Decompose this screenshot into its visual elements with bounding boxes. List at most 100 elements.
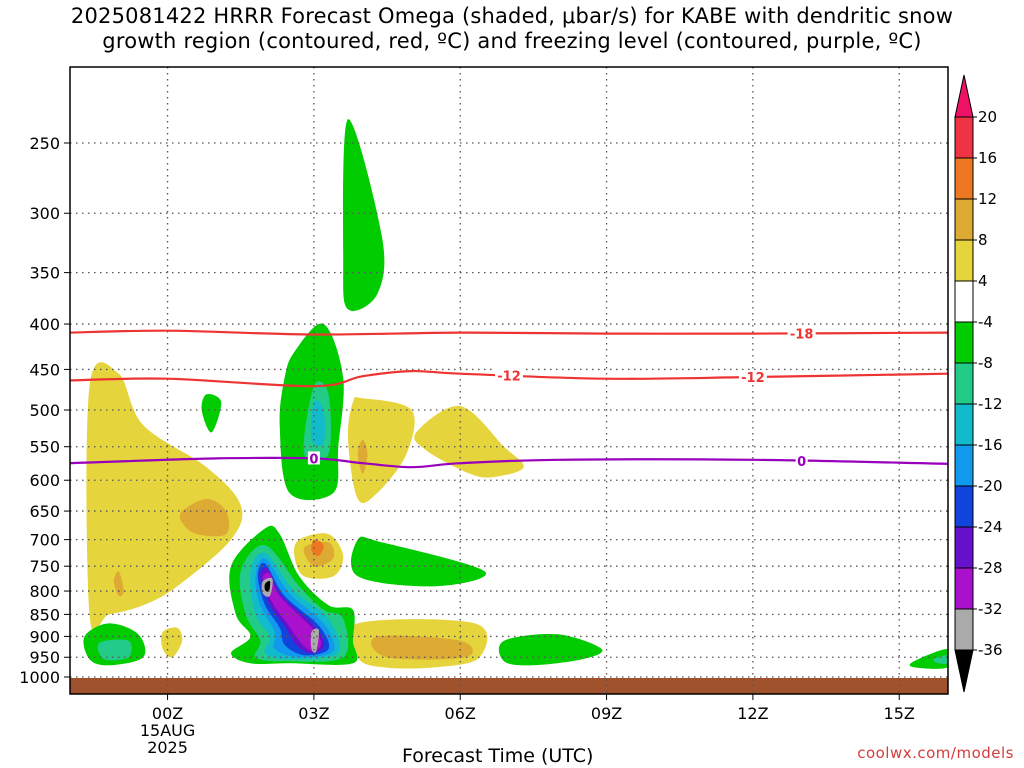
x-tick-label: 00Z — [152, 704, 183, 723]
y-tick-label: 750 — [29, 557, 60, 576]
colorbar-swatch — [954, 608, 974, 651]
x-tick-label: 06Z — [445, 704, 476, 723]
colorbar-label: -32 — [978, 600, 1003, 618]
omega-region — [179, 499, 230, 537]
colorbar-swatch — [954, 198, 974, 241]
omega-region — [357, 439, 368, 474]
omega-region — [310, 628, 319, 653]
colorbar-label: 16 — [978, 149, 997, 167]
y-tick-label: 1000 — [19, 668, 60, 687]
omega-region — [264, 580, 271, 592]
y-tick-label: 850 — [29, 605, 60, 624]
colorbar-label: -28 — [978, 559, 1003, 577]
omega-region — [347, 397, 415, 504]
omega-region — [161, 627, 183, 658]
plot-frame — [69, 66, 949, 695]
colorbar-label: -36 — [978, 641, 1003, 659]
omega-region — [498, 633, 603, 666]
y-tick-label: 350 — [29, 264, 60, 283]
y-tick-label: 700 — [29, 531, 60, 550]
y-tick-label: 600 — [29, 471, 60, 490]
contour-label-bg — [787, 326, 816, 340]
contour-label-bg — [495, 368, 523, 382]
x-tick-label: 09Z — [591, 704, 622, 723]
omega-region — [311, 539, 324, 556]
colorbar-label: -12 — [978, 395, 1003, 413]
omega-region — [414, 405, 524, 478]
colorbar-swatch — [954, 280, 974, 323]
colorbar-label: -16 — [978, 436, 1003, 454]
shaded-regions — [83, 119, 948, 669]
colorbar-cap-bottom — [954, 649, 974, 693]
y-tick-label: 400 — [29, 315, 60, 334]
title-line-1: 2025081422 HRRR Forecast Omega (shaded, … — [70, 4, 954, 28]
contour-label: 0 — [797, 455, 806, 470]
colorbar-label: -20 — [978, 477, 1003, 495]
y-tick-label: 900 — [29, 627, 60, 646]
grid-lines — [70, 67, 948, 694]
colorbar-label: 4 — [978, 272, 988, 290]
colorbar-swatch — [954, 321, 974, 364]
colorbar-label: 12 — [978, 190, 997, 208]
contour-label-bg — [307, 451, 320, 465]
colorbar-swatch — [954, 567, 974, 610]
y-tick-label: 500 — [29, 401, 60, 420]
colorbar-label: 20 — [978, 108, 997, 126]
omega-region — [350, 536, 486, 587]
y-tick-label: 550 — [29, 438, 60, 457]
omega-region — [97, 639, 132, 661]
watermark: coolwx.com/models — [857, 744, 1014, 762]
colorbar-swatch — [954, 444, 974, 487]
omega-region — [909, 648, 948, 669]
omega-region — [86, 362, 243, 632]
omega-region — [933, 655, 948, 665]
contour-line — [69, 456, 949, 469]
y-tick-label: 650 — [29, 502, 60, 521]
chart-title: 2025081422 HRRR Forecast Omega (shaded, … — [0, 4, 1024, 54]
y-tick-label: 950 — [29, 648, 60, 667]
contour-label: -18 — [790, 327, 814, 342]
contour-lines: -18 -12 -12 0 0 — [69, 326, 949, 470]
contour-label: -12 — [497, 369, 521, 384]
contour-line — [69, 329, 949, 336]
contour-label: -12 — [741, 371, 765, 386]
omega-region — [310, 400, 326, 447]
colorbar-cap-top — [954, 74, 974, 118]
colorbar-swatch — [954, 362, 974, 405]
x-tick-date: 15AUG — [140, 721, 195, 740]
ground-band — [70, 678, 948, 694]
y-tick-label: 800 — [29, 582, 60, 601]
colorbar-swatch — [954, 403, 974, 446]
contour-label-bg — [738, 370, 767, 384]
omega-region — [371, 635, 473, 660]
colorbar-label: 8 — [978, 231, 988, 249]
y-tick-label: 450 — [29, 360, 60, 379]
colorbar-swatch — [954, 526, 974, 569]
colorbar-label: -8 — [978, 354, 993, 372]
contour-label-bg — [795, 453, 808, 467]
omega-region — [201, 393, 222, 433]
colorbar-label: -4 — [978, 313, 993, 331]
title-line-2: growth region (contoured, red, ºC) and f… — [102, 29, 922, 53]
colorbar-swatch — [954, 116, 974, 159]
x-tick-label: 03Z — [298, 704, 329, 723]
x-tick-label: 15Z — [884, 704, 915, 723]
colorbar-swatch — [954, 239, 974, 282]
x-axis-label: Forecast Time (UTC) — [402, 745, 594, 767]
x-tick-label: 12Z — [737, 704, 768, 723]
omega-region — [262, 572, 322, 652]
colorbar-label: -24 — [978, 518, 1003, 536]
contour-label: 0 — [309, 452, 318, 467]
colorbar: 20 16 12 8 4 -4 -8 -12 -16 -20 -24 -28 -32 -36 — [954, 74, 1003, 693]
y-tick-label: 250 — [29, 134, 60, 153]
x-tick-year: 2025 — [147, 738, 188, 757]
colorbar-swatch — [954, 157, 974, 200]
ground-layer — [70, 678, 948, 694]
omega-region — [113, 571, 124, 597]
colorbar-swatch — [954, 485, 974, 528]
y-axis-ticks: 250 300 350 400 450 500 550 600 650 700 750 800 850 9… — [19, 134, 70, 687]
y-tick-label: 300 — [29, 204, 60, 223]
omega-region — [342, 119, 385, 311]
